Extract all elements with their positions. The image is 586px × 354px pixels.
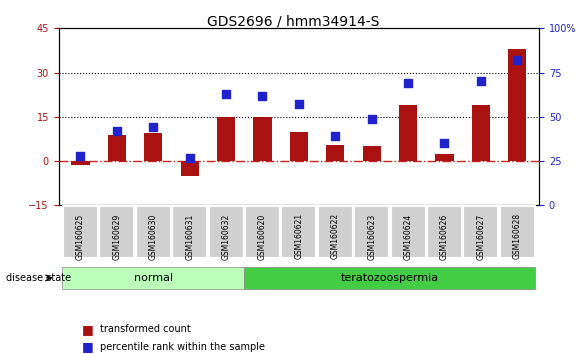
Text: GSM160623: GSM160623 [367, 213, 376, 259]
Bar [180, 161, 199, 176]
Point [222, 91, 231, 97]
FancyBboxPatch shape [391, 206, 425, 258]
Point [403, 80, 413, 86]
Bar [71, 161, 90, 166]
FancyBboxPatch shape [245, 206, 280, 258]
FancyBboxPatch shape [63, 206, 98, 258]
FancyBboxPatch shape [354, 206, 389, 258]
Point [149, 125, 158, 130]
Bar [108, 135, 126, 161]
Text: GSM160631: GSM160631 [185, 213, 194, 259]
Text: ■: ■ [82, 323, 94, 336]
Text: teratozoospermia: teratozoospermia [341, 273, 439, 283]
FancyBboxPatch shape [172, 206, 207, 258]
FancyBboxPatch shape [281, 206, 316, 258]
Point [294, 102, 304, 107]
Bar [399, 105, 417, 161]
Text: GSM160625: GSM160625 [76, 213, 85, 259]
Text: GSM160628: GSM160628 [513, 213, 522, 259]
Text: GSM160621: GSM160621 [294, 213, 304, 259]
Point [185, 155, 195, 160]
Text: normal: normal [134, 273, 173, 283]
Text: transformed count: transformed count [100, 324, 190, 334]
Bar [326, 145, 345, 161]
Text: GSM160629: GSM160629 [113, 213, 121, 259]
Bar [472, 105, 490, 161]
FancyBboxPatch shape [244, 267, 536, 289]
Bar [508, 49, 526, 161]
Point [476, 79, 486, 84]
Bar [253, 117, 271, 161]
FancyBboxPatch shape [427, 206, 462, 258]
Point [331, 133, 340, 139]
Text: GSM160632: GSM160632 [222, 213, 230, 259]
Point [367, 116, 376, 121]
Text: percentile rank within the sample: percentile rank within the sample [100, 342, 265, 352]
FancyBboxPatch shape [318, 206, 353, 258]
FancyBboxPatch shape [209, 206, 244, 258]
Text: GSM160622: GSM160622 [331, 213, 340, 259]
Text: ■: ■ [82, 341, 94, 353]
Bar [289, 132, 308, 161]
FancyBboxPatch shape [464, 206, 498, 258]
Text: GSM160620: GSM160620 [258, 213, 267, 259]
Text: GDS2696 / hmm34914-S: GDS2696 / hmm34914-S [207, 14, 379, 28]
Text: GSM160630: GSM160630 [149, 213, 158, 260]
Text: GSM160627: GSM160627 [476, 213, 485, 259]
Text: GSM160624: GSM160624 [404, 213, 413, 259]
Point [76, 153, 85, 159]
FancyBboxPatch shape [500, 206, 535, 258]
Text: GSM160626: GSM160626 [440, 213, 449, 259]
Point [440, 141, 449, 146]
Point [258, 93, 267, 98]
FancyBboxPatch shape [100, 206, 134, 258]
Point [112, 128, 121, 134]
Bar [435, 154, 454, 161]
Point [513, 57, 522, 63]
Bar [144, 133, 162, 161]
FancyBboxPatch shape [62, 267, 244, 289]
Text: disease state: disease state [6, 273, 71, 283]
Bar [363, 146, 381, 161]
Bar [217, 117, 235, 161]
FancyBboxPatch shape [136, 206, 171, 258]
